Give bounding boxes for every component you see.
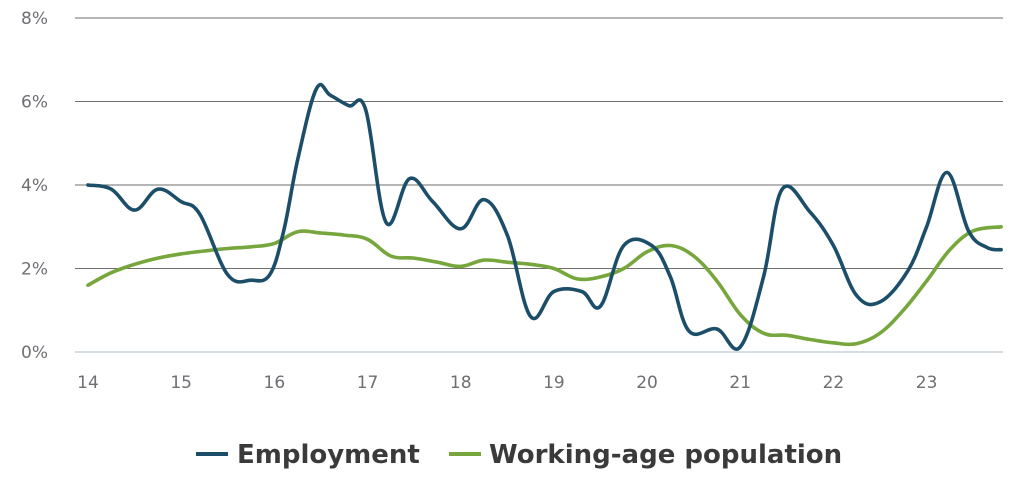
y-tick-label: 6% xyxy=(21,93,48,113)
series-line-employment xyxy=(86,82,1003,351)
y-axis-ticks: 0% 2% 4% 6% 8% xyxy=(21,9,48,363)
x-tick-label: 20 xyxy=(636,373,658,393)
x-tick-label: 22 xyxy=(823,373,845,393)
y-tick-label: 4% xyxy=(21,176,48,196)
series-lines xyxy=(86,82,1003,351)
x-tick-label: 17 xyxy=(357,373,379,393)
x-tick-label: 18 xyxy=(450,373,472,393)
x-tick-label: 16 xyxy=(264,373,286,393)
gridlines xyxy=(75,17,1003,353)
series-line-working-age-population xyxy=(86,225,1003,347)
y-tick-label: 8% xyxy=(21,9,48,29)
legend-item-working-age-population-label: Working-age population xyxy=(489,440,842,470)
y-tick-label: 2% xyxy=(21,260,48,280)
x-axis-ticks: 14 15 16 17 18 19 20 21 22 23 xyxy=(77,373,937,393)
x-tick-label: 14 xyxy=(77,373,99,393)
y-tick-label: 0% xyxy=(21,343,48,363)
legend-item-employment-label: Employment xyxy=(237,440,420,470)
x-tick-label: 15 xyxy=(170,373,192,393)
x-tick-label: 19 xyxy=(543,373,565,393)
legend: Employment Working-age population xyxy=(196,440,842,470)
x-tick-label: 21 xyxy=(729,373,751,393)
x-tick-label: 23 xyxy=(916,373,938,393)
